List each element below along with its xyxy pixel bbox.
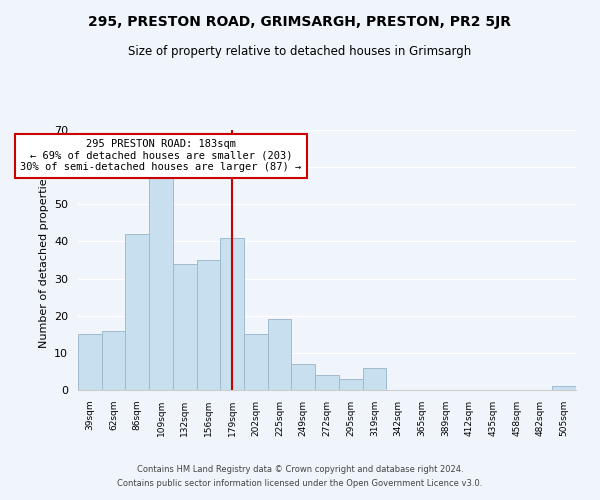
Bar	[268, 320, 292, 390]
Bar	[78, 334, 102, 390]
Bar	[149, 178, 173, 390]
Bar	[220, 238, 244, 390]
Text: 295, PRESTON ROAD, GRIMSARGH, PRESTON, PR2 5JR: 295, PRESTON ROAD, GRIMSARGH, PRESTON, P…	[89, 15, 511, 29]
Text: Size of property relative to detached houses in Grimsargh: Size of property relative to detached ho…	[128, 45, 472, 58]
Bar	[102, 330, 125, 390]
Text: Contains HM Land Registry data © Crown copyright and database right 2024.
Contai: Contains HM Land Registry data © Crown c…	[118, 466, 482, 487]
Bar	[339, 379, 362, 390]
Bar	[244, 334, 268, 390]
Bar	[552, 386, 576, 390]
Text: 295 PRESTON ROAD: 183sqm
← 69% of detached houses are smaller (203)
30% of semi-: 295 PRESTON ROAD: 183sqm ← 69% of detach…	[20, 140, 302, 172]
Bar	[197, 260, 220, 390]
Bar	[173, 264, 197, 390]
Bar	[292, 364, 315, 390]
Bar	[362, 368, 386, 390]
Bar	[315, 375, 339, 390]
Y-axis label: Number of detached properties: Number of detached properties	[38, 172, 49, 348]
Bar	[125, 234, 149, 390]
